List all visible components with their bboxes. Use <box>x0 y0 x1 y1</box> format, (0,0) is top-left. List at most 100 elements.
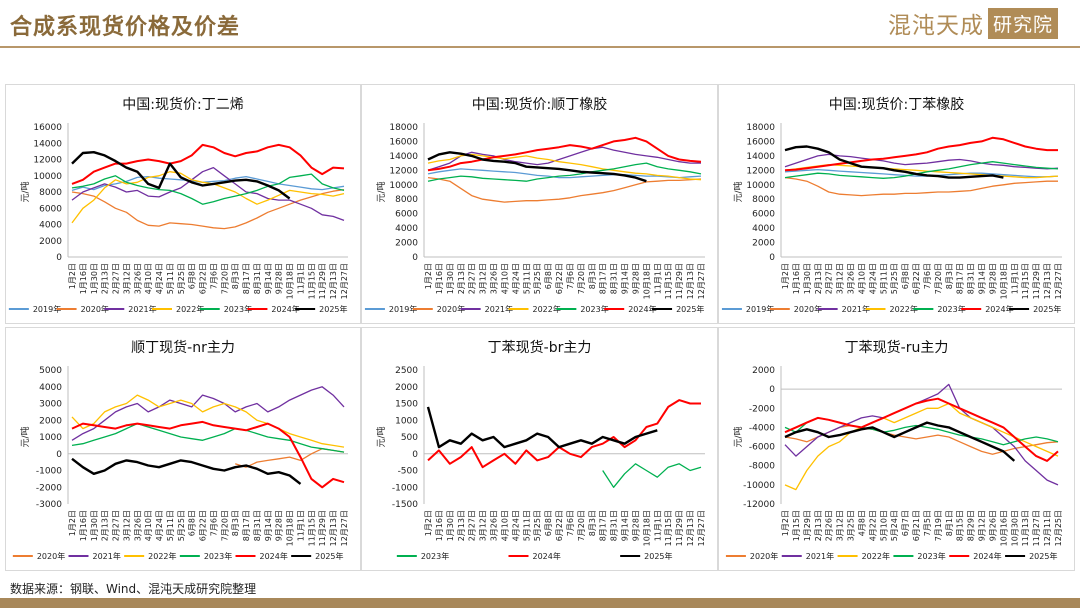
x-tick-label: 6月8日 <box>901 263 910 289</box>
x-tick-label: 7月6日 <box>566 510 575 536</box>
y-tick-label: 2500 <box>395 366 418 376</box>
series-line <box>784 421 1016 462</box>
y-tick-label: 12000 <box>33 156 62 166</box>
x-tick-label: 9月12日 <box>978 510 987 541</box>
series-line <box>71 188 345 230</box>
x-tick-label: 6月8日 <box>544 263 553 289</box>
x-tick-label: 8月31日 <box>610 263 619 294</box>
x-tick-label: 1月16日 <box>79 510 88 541</box>
y-axis-label: 元/吨 <box>375 181 387 202</box>
x-tick-label: 6月8日 <box>188 263 197 289</box>
series-line <box>426 406 658 449</box>
x-tick-label: 8月17日 <box>956 263 965 294</box>
series-line <box>784 176 1058 197</box>
x-tick-label: 1月2日 <box>68 510 77 536</box>
x-tick-label: 2月13日 <box>457 510 466 541</box>
chart-panel-sbr-br-spread: 丁苯现货-br主力 元/吨 -1500 -1000 -500 0 500 1000 1500 20… <box>361 327 718 571</box>
x-tick-label: 5月11日 <box>166 263 175 294</box>
x-tick-label: 1月16日 <box>435 263 444 294</box>
y-tick-label: 0 <box>769 385 775 395</box>
x-tick-label: 9月14日 <box>621 263 630 294</box>
x-tick-label: 2月27日 <box>468 510 477 541</box>
legend-label: 2024年 <box>985 304 1013 314</box>
x-tick-label: 12月25日 <box>1054 510 1063 546</box>
y-tick-label: 16000 <box>389 137 418 147</box>
x-tick-label: 6月22日 <box>555 510 564 541</box>
data-source-note: 数据来源：钢联、Wind、混沌天成研究院整理 <box>10 582 257 596</box>
y-tick-label: 8000 <box>752 195 775 205</box>
x-tick-label: 4月24日 <box>155 510 164 541</box>
x-tick-label: 7月6日 <box>209 510 218 536</box>
header-divider <box>0 46 1080 48</box>
y-tick-label: 1000 <box>39 433 62 443</box>
x-tick-label: 3月26日 <box>133 510 142 541</box>
y-tick-label: -10000 <box>743 481 775 491</box>
x-tick-label: 5月11日 <box>879 263 888 294</box>
x-tick-label: 1月30日 <box>446 263 455 294</box>
x-tick-label: 8月1日 <box>945 510 954 536</box>
series-line <box>235 448 345 468</box>
x-tick-label: 8月3日 <box>588 263 597 289</box>
brand-logo: 混沌天成 研究院 <box>887 7 1058 39</box>
x-tick-label: 8月17日 <box>242 510 251 541</box>
y-tick-label: 0 <box>412 450 418 460</box>
y-tick-label: 14000 <box>33 139 62 149</box>
series-line <box>71 394 345 448</box>
x-tick-label: 6月8日 <box>544 510 553 536</box>
legend-label: 2019年 <box>389 304 417 314</box>
x-tick-label: 10月18日 <box>999 263 1008 299</box>
legend-label: 2023年 <box>224 304 252 314</box>
legend-label: 2023年 <box>421 551 449 561</box>
y-tick-label: -1000 <box>36 467 62 477</box>
x-tick-label: 5月11日 <box>522 263 531 294</box>
x-tick-label: 9月28日 <box>988 263 997 294</box>
x-tick-label: 7月20日 <box>220 263 229 294</box>
x-tick-label: 11月15日 <box>664 510 673 546</box>
chart-title: 中国:现货价:丁二烯 <box>122 96 243 113</box>
y-tick-label: 2000 <box>752 366 775 376</box>
legend-label: 2019年 <box>33 304 61 314</box>
x-tick-label: 6月8日 <box>188 510 197 536</box>
x-tick-label: 5月11日 <box>522 510 531 541</box>
x-tick-label: 8月17日 <box>599 263 608 294</box>
brand-box: 研究院 <box>987 7 1058 39</box>
y-tick-label: -500 <box>398 467 419 477</box>
x-tick-label: 11月29日 <box>318 263 327 299</box>
y-tick-label: -6000 <box>749 443 775 453</box>
series-line <box>784 402 1059 491</box>
series-line <box>427 136 702 172</box>
x-tick-label: 6月22日 <box>199 510 208 541</box>
x-tick-label: 9月28日 <box>275 510 284 541</box>
x-tick-label: 1月2日 <box>424 263 433 289</box>
x-tick-label: 11月13日 <box>1021 510 1030 546</box>
x-tick-label: 12月13日 <box>1043 263 1052 299</box>
y-tick-label: -2000 <box>749 404 775 414</box>
x-tick-label: 8月3日 <box>945 263 954 289</box>
y-tick-label: 1500 <box>395 400 418 410</box>
x-tick-label: 11月1日 <box>653 510 662 541</box>
y-tick-label: 12000 <box>389 166 418 176</box>
x-tick-label: 7月19日 <box>934 510 943 541</box>
x-tick-label: 12月13日 <box>686 263 695 299</box>
x-tick-label: 5月25日 <box>177 263 186 294</box>
x-tick-label: 12月27日 <box>697 263 706 299</box>
x-tick-label: 8月31日 <box>610 510 619 541</box>
y-tick-label: -4000 <box>749 423 775 433</box>
x-tick-label: 4月10日 <box>144 263 153 294</box>
y-tick-label: -1500 <box>392 500 418 510</box>
x-tick-label: 1月2日 <box>781 263 790 289</box>
y-tick-label: 6000 <box>395 210 418 220</box>
brand-text: 混沌天成 <box>887 13 984 39</box>
chart-title: 顺丁现货-nr主力 <box>131 339 235 356</box>
x-tick-label: 3月26日 <box>847 263 856 294</box>
y-tick-label: 2000 <box>395 239 418 249</box>
series-line <box>427 399 701 469</box>
series-line <box>427 162 702 182</box>
x-tick-label: 11月15日 <box>307 263 316 299</box>
y-tick-label: 10000 <box>389 181 418 191</box>
series-line <box>427 176 702 203</box>
x-tick-label: 6月22日 <box>555 263 564 294</box>
legend-label: 2025年 <box>644 551 672 561</box>
